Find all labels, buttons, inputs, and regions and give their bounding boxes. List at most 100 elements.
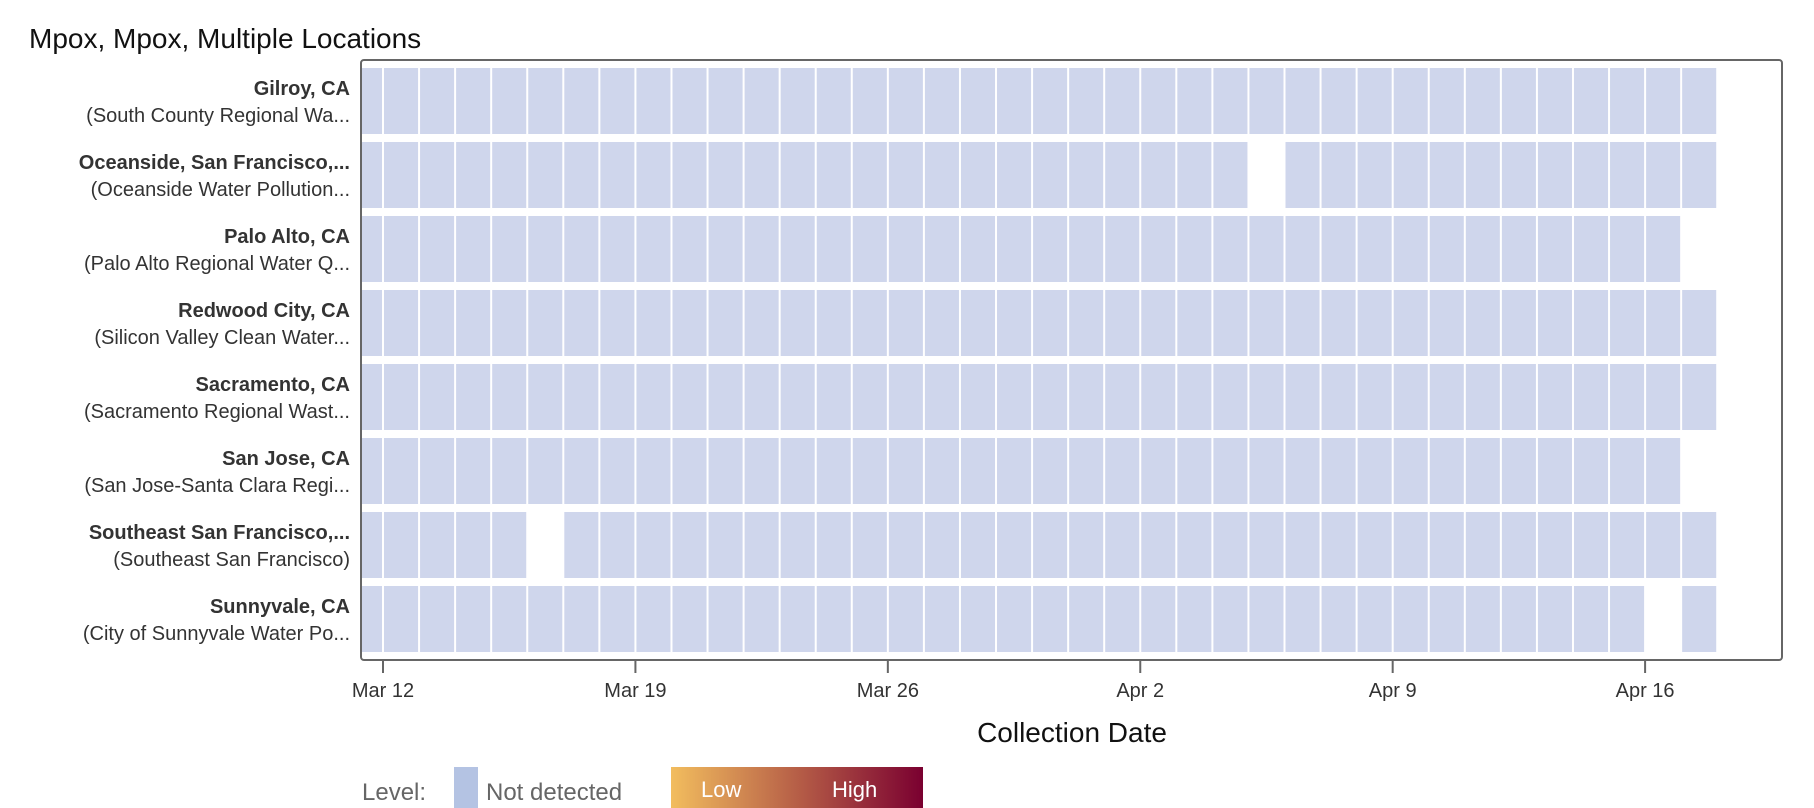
heatmap-cell[interactable] (1537, 290, 1572, 356)
heatmap-cell[interactable] (1285, 290, 1320, 356)
heatmap-cell[interactable] (888, 586, 923, 652)
heatmap-cell[interactable] (744, 364, 779, 430)
heatmap-cell[interactable] (1393, 216, 1428, 282)
heatmap-cell[interactable] (420, 216, 455, 282)
heatmap-cell[interactable] (1610, 512, 1645, 578)
heatmap-cell[interactable] (816, 438, 851, 504)
heatmap-cell[interactable] (708, 438, 743, 504)
heatmap-cell[interactable] (528, 142, 563, 208)
heatmap-cell[interactable] (672, 216, 707, 282)
heatmap-cell[interactable] (816, 216, 851, 282)
heatmap-cell[interactable] (780, 586, 815, 652)
heatmap-cell[interactable] (852, 68, 887, 134)
heatmap-cell[interactable] (1393, 586, 1428, 652)
heatmap-cell[interactable] (600, 68, 635, 134)
heatmap-cell[interactable] (816, 512, 851, 578)
heatmap-cell[interactable] (492, 364, 527, 430)
heatmap-cell[interactable] (564, 142, 599, 208)
heatmap-cell[interactable] (1213, 438, 1248, 504)
heatmap-cell[interactable] (1285, 68, 1320, 134)
heatmap-cell[interactable] (997, 512, 1032, 578)
heatmap-cell[interactable] (852, 216, 887, 282)
heatmap-cell[interactable] (384, 512, 419, 578)
heatmap-cell[interactable] (1249, 586, 1284, 652)
heatmap-cell[interactable] (888, 438, 923, 504)
heatmap-cell[interactable] (1321, 438, 1356, 504)
heatmap-cell[interactable] (852, 438, 887, 504)
heatmap-cell[interactable] (1393, 364, 1428, 430)
heatmap-cell[interactable] (492, 142, 527, 208)
heatmap-cell[interactable] (672, 586, 707, 652)
heatmap-cell[interactable] (924, 586, 959, 652)
heatmap-cell[interactable] (348, 68, 382, 134)
heatmap-cell[interactable] (348, 586, 382, 652)
heatmap-cell[interactable] (1069, 68, 1104, 134)
heatmap-cell[interactable] (1141, 438, 1176, 504)
heatmap-cell[interactable] (997, 438, 1032, 504)
heatmap-cell[interactable] (564, 216, 599, 282)
heatmap-cell[interactable] (1429, 142, 1464, 208)
heatmap-cell[interactable] (1537, 142, 1572, 208)
heatmap-cell[interactable] (1249, 438, 1284, 504)
heatmap-cell[interactable] (1610, 142, 1645, 208)
heatmap-cell[interactable] (1069, 290, 1104, 356)
heatmap-cell[interactable] (1141, 364, 1176, 430)
heatmap-cell[interactable] (636, 216, 671, 282)
heatmap-cell[interactable] (1610, 364, 1645, 430)
heatmap-cell[interactable] (744, 290, 779, 356)
heatmap-cell[interactable] (1501, 364, 1536, 430)
heatmap-cell[interactable] (960, 290, 996, 356)
heatmap-cell[interactable] (1213, 216, 1248, 282)
heatmap-cell[interactable] (1537, 68, 1572, 134)
heatmap-cell[interactable] (1646, 68, 1681, 134)
heatmap-cell[interactable] (1610, 438, 1645, 504)
heatmap-cell[interactable] (924, 438, 959, 504)
heatmap-cell[interactable] (708, 586, 743, 652)
heatmap-cell[interactable] (456, 216, 491, 282)
heatmap-cell[interactable] (1033, 216, 1068, 282)
heatmap-cell[interactable] (1646, 438, 1681, 504)
heatmap-cell[interactable] (997, 68, 1032, 134)
heatmap-cell[interactable] (1177, 142, 1212, 208)
heatmap-cell[interactable] (997, 142, 1032, 208)
heatmap-cell[interactable] (1573, 142, 1609, 208)
heatmap-cell[interactable] (1429, 512, 1464, 578)
heatmap-cell[interactable] (636, 290, 671, 356)
heatmap-cell[interactable] (600, 586, 635, 652)
heatmap-cell[interactable] (384, 142, 419, 208)
heatmap-cell[interactable] (1177, 216, 1212, 282)
heatmap-cell[interactable] (960, 142, 996, 208)
heatmap-cell[interactable] (708, 216, 743, 282)
heatmap-cell[interactable] (1177, 586, 1212, 652)
heatmap-cell[interactable] (384, 586, 419, 652)
heatmap-cell[interactable] (1357, 68, 1392, 134)
heatmap-cell[interactable] (1646, 512, 1681, 578)
heatmap-cell[interactable] (852, 512, 887, 578)
heatmap-cell[interactable] (1537, 512, 1572, 578)
heatmap-cell[interactable] (744, 68, 779, 134)
heatmap-cell[interactable] (1646, 290, 1681, 356)
heatmap-cell[interactable] (1285, 512, 1320, 578)
heatmap-cell[interactable] (1069, 364, 1104, 430)
heatmap-cell[interactable] (420, 68, 455, 134)
heatmap-cell[interactable] (1682, 142, 1717, 208)
heatmap-cell[interactable] (888, 142, 923, 208)
heatmap-cell[interactable] (1682, 290, 1717, 356)
heatmap-cell[interactable] (1141, 142, 1176, 208)
heatmap-cell[interactable] (1465, 142, 1500, 208)
heatmap-cell[interactable] (1682, 586, 1717, 652)
heatmap-cell[interactable] (1429, 290, 1464, 356)
heatmap-cell[interactable] (420, 586, 455, 652)
heatmap-cell[interactable] (1573, 438, 1609, 504)
heatmap-cell[interactable] (384, 216, 419, 282)
heatmap-cell[interactable] (1357, 364, 1392, 430)
heatmap-cell[interactable] (1033, 290, 1068, 356)
heatmap-cell[interactable] (420, 290, 455, 356)
heatmap-cell[interactable] (1465, 586, 1500, 652)
heatmap-cell[interactable] (888, 364, 923, 430)
heatmap-cell[interactable] (780, 290, 815, 356)
heatmap-cell[interactable] (1357, 216, 1392, 282)
heatmap-cell[interactable] (1682, 68, 1717, 134)
heatmap-cell[interactable] (1465, 512, 1500, 578)
heatmap-cell[interactable] (888, 68, 923, 134)
